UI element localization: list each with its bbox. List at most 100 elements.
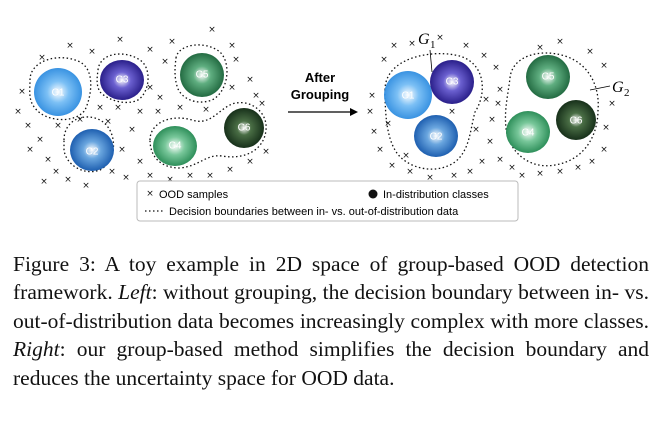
ood-sample-mark: ×	[24, 121, 32, 131]
legend-in-dist-dot	[368, 189, 378, 199]
ood-sample-mark: ×	[390, 41, 398, 51]
ood-sample-mark: ×	[146, 171, 154, 181]
boundary-group2	[504, 52, 599, 167]
ood-sample-mark: ×	[586, 47, 594, 57]
boundary-left-c2	[63, 116, 114, 173]
ood-sample-mark: ×	[406, 167, 414, 177]
ood-sample-mark: ×	[472, 125, 480, 135]
class-label-left-c4: C4	[169, 141, 182, 152]
ood-sample-mark: ×	[118, 145, 126, 155]
ood-sample-mark: ×	[602, 123, 610, 133]
class-blob-right-c3	[430, 60, 474, 104]
group1-subscript: 1	[430, 39, 436, 51]
left-panel: C1 C3 C2 C5 C4 C6 ××× ×× ××× ×××××××××× ××××…	[14, 25, 270, 191]
ood-sample-mark: ×	[40, 177, 48, 187]
ood-sample-mark: ×	[450, 171, 458, 181]
ood-sample-mark: ×	[492, 63, 500, 73]
class-blob-left-c6	[224, 108, 264, 148]
ood-sample-mark: ×	[366, 107, 374, 117]
ood-sample-mark: ×	[466, 167, 474, 177]
caption-left-label: Left	[118, 280, 152, 305]
ood-sample-mark: ×	[402, 151, 410, 161]
ood-sample-mark: ×	[384, 119, 392, 129]
class-blob-right-c4	[506, 111, 550, 153]
ood-sample-mark: ×	[146, 45, 154, 55]
right-panel: C1 C3 C2 C5 C6 C4 G 1 G 2 ×× ××××××××××××…	[366, 31, 629, 183]
ood-sample-mark: ×	[66, 41, 74, 51]
figure-caption: Figure 3: A toy example in 2D space of g…	[13, 250, 649, 392]
ood-sample-mark: ×	[556, 37, 564, 47]
group2-subscript: 2	[624, 87, 630, 99]
group1-pointer	[429, 49, 433, 73]
ood-sample-mark: ×	[258, 99, 266, 109]
ood-sample-mark: ×	[536, 169, 544, 179]
ood-sample-mark: ×	[508, 163, 516, 173]
figure: C1 C3 C2 C5 C4 C6 × × × × × × × × × × × × × × × × × × × × × ×…	[14, 25, 630, 222]
class-label-right-c2: C2	[430, 132, 443, 143]
ood-sample-mark: ×	[202, 105, 210, 115]
caption-left-text: : without grouping, the decision boundar…	[13, 280, 649, 333]
ood-sample-mark: ×	[478, 157, 486, 167]
ood-sample-mark: ×	[574, 163, 582, 173]
ood-sample-mark: ×	[608, 99, 616, 109]
ood-sample-mark: ×	[486, 137, 494, 147]
ood-sample-mark: ×	[38, 53, 46, 63]
ood-sample-mark: ×	[18, 87, 26, 97]
class-label-left-c2: C2	[86, 147, 99, 158]
arrow-label-line1: After	[305, 70, 335, 85]
ood-sample-mark: ×	[166, 175, 174, 185]
class-blob-right-c6	[556, 100, 596, 140]
ood-sample-mark: ×	[556, 167, 564, 177]
ood-sample-mark: ×	[136, 157, 144, 167]
ood-sample-mark: ×	[228, 41, 236, 51]
boundary-left-c3	[96, 53, 149, 104]
ood-sample-mark: ×	[154, 107, 162, 117]
legend-boundary-label: Decision boundaries between in- vs. out-…	[169, 206, 459, 218]
legend-box	[136, 180, 519, 222]
ood-sample-mark: ×	[36, 135, 44, 145]
class-label-right-c3: C3	[446, 77, 459, 88]
ood-sample-mark: ×	[496, 85, 504, 95]
class-label-right-c6: C6	[570, 116, 583, 127]
ood-sample-mark: ×	[494, 99, 502, 109]
ood-sample-mark: ×	[156, 93, 164, 103]
class-blob-right-c2	[414, 115, 458, 157]
ood-sample-mark: ×	[122, 173, 130, 183]
class-blob-left-c1	[34, 68, 82, 116]
caption-right-label: Right	[13, 337, 60, 362]
ood-sample-mark: ×	[108, 167, 116, 177]
ood-sample-mark: ×	[426, 173, 434, 183]
class-label-right-c4: C4	[522, 128, 535, 139]
class-label-right-c5: C5	[542, 72, 555, 83]
ood-sample-mark: ×	[462, 41, 470, 51]
class-label-left-c5: C5	[196, 70, 209, 81]
after-grouping-arrow: After Grouping	[288, 70, 358, 116]
group1-label: G	[418, 31, 430, 48]
legend-in-dist-label: In-distribution classes	[383, 189, 489, 201]
ood-sample-mark: ×	[262, 147, 270, 157]
ood-sample-mark: ×	[114, 103, 122, 113]
group2-label: G	[612, 79, 624, 96]
ood-sample-mark: ×	[76, 115, 84, 125]
ood-sample-mark: ×	[600, 61, 608, 71]
ood-sample-mark: ×	[480, 51, 488, 61]
legend-ood-label: OOD samples	[159, 189, 229, 201]
ood-sample-mark: ×	[26, 145, 34, 155]
ood-sample-mark: ×	[161, 57, 169, 67]
ood-sample-mark: ×	[246, 157, 254, 167]
group2-pointer	[589, 85, 611, 91]
ood-sample-mark: ×	[136, 107, 144, 117]
arrow-label-line2: Grouping	[291, 87, 350, 102]
ood-sample-mark: ×	[88, 47, 96, 57]
class-label-right-c1: C1	[402, 91, 415, 102]
class-label-left-c1: C1	[52, 88, 65, 99]
ood-sample-mark: ×	[96, 103, 104, 113]
ood-sample-mark: ×	[206, 171, 214, 181]
class-blob-left-c3	[100, 60, 144, 100]
caption-prefix: Figure 3: A toy example in 2D space of g…	[13, 252, 649, 305]
ood-sample-mark: ×	[82, 181, 90, 191]
class-blob-left-c4	[153, 126, 197, 166]
ood-sample-mark: ×	[436, 33, 444, 43]
class-blob-left-c2	[70, 129, 114, 171]
ood-sample-mark: ×	[168, 37, 176, 47]
